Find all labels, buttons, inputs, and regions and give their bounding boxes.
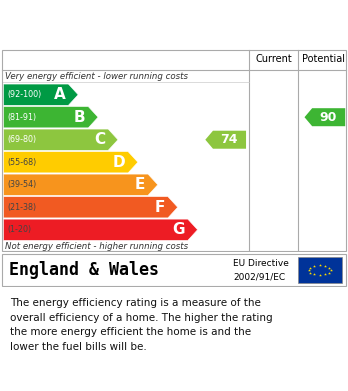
- Text: A: A: [54, 87, 65, 102]
- Bar: [298, 257, 342, 283]
- Text: Not energy efficient - higher running costs: Not energy efficient - higher running co…: [5, 242, 188, 251]
- Text: G: G: [173, 222, 185, 237]
- Text: Very energy efficient - lower running costs: Very energy efficient - lower running co…: [5, 72, 188, 81]
- Polygon shape: [3, 107, 98, 128]
- Polygon shape: [205, 131, 246, 149]
- Text: EU Directive: EU Directive: [233, 260, 289, 269]
- Text: (92-100): (92-100): [8, 90, 42, 99]
- Polygon shape: [3, 219, 198, 240]
- Text: (69-80): (69-80): [8, 135, 37, 144]
- Text: (39-54): (39-54): [8, 180, 37, 189]
- Text: (1-20): (1-20): [8, 225, 32, 234]
- Polygon shape: [3, 152, 138, 173]
- Text: Current: Current: [255, 54, 292, 65]
- Polygon shape: [3, 197, 177, 218]
- Text: (81-91): (81-91): [8, 113, 37, 122]
- Text: (21-38): (21-38): [8, 203, 37, 212]
- Text: B: B: [74, 110, 86, 125]
- Text: F: F: [155, 200, 165, 215]
- Polygon shape: [3, 174, 158, 196]
- Text: 74: 74: [220, 133, 238, 146]
- Text: Energy Efficiency Rating: Energy Efficiency Rating: [10, 18, 239, 36]
- Text: England & Wales: England & Wales: [9, 261, 159, 279]
- Text: C: C: [94, 132, 105, 147]
- Text: 2002/91/EC: 2002/91/EC: [233, 273, 285, 282]
- Text: D: D: [113, 155, 125, 170]
- Polygon shape: [3, 84, 78, 105]
- Text: 90: 90: [320, 111, 337, 124]
- Polygon shape: [3, 129, 118, 151]
- Text: (55-68): (55-68): [8, 158, 37, 167]
- Text: Potential: Potential: [302, 54, 345, 65]
- Text: The energy efficiency rating is a measure of the
overall efficiency of a home. T: The energy efficiency rating is a measur…: [10, 298, 273, 352]
- Text: E: E: [135, 177, 145, 192]
- Polygon shape: [304, 108, 345, 126]
